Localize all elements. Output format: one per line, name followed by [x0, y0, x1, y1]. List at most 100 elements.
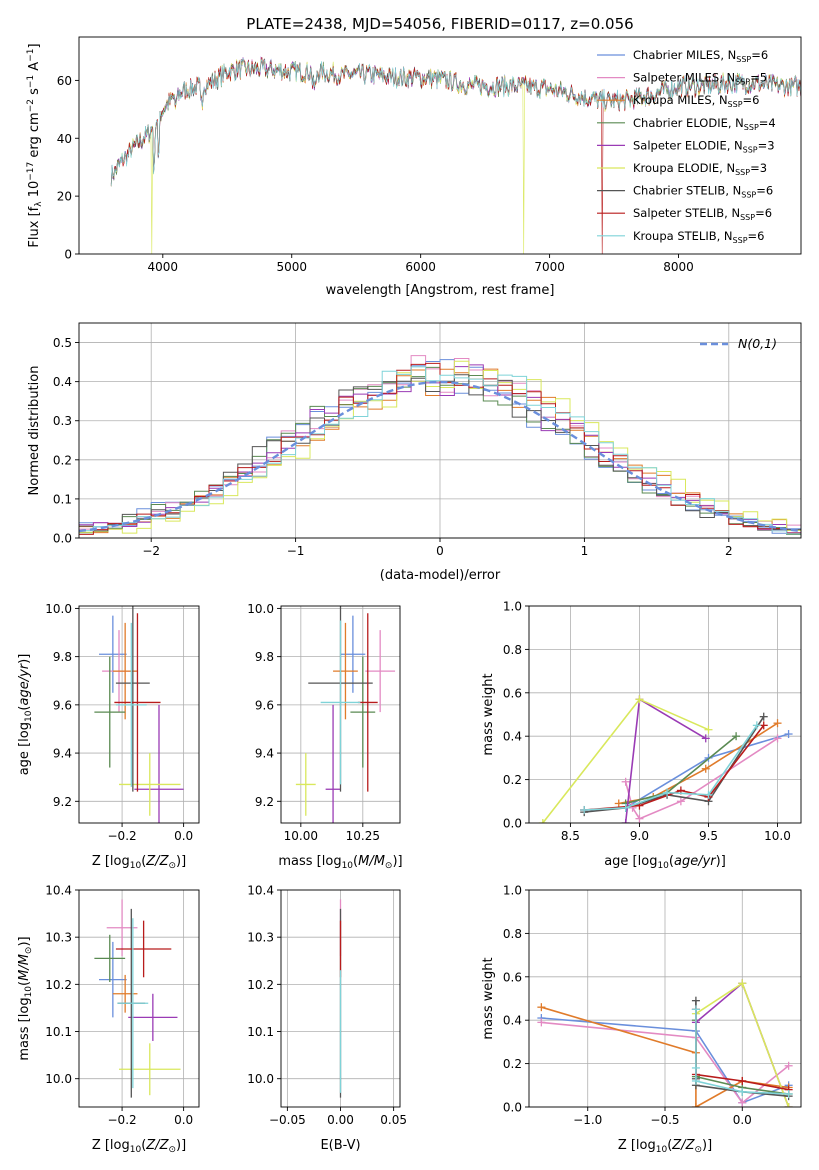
legend-entry: Salpeter MILES, NSSP=5 — [633, 71, 767, 87]
y-tick-label: 0.6 — [503, 970, 522, 984]
x-tick-label: −1.0 — [573, 1113, 602, 1127]
axes-frame — [78, 889, 200, 1108]
y-tick-label: 20 — [57, 190, 72, 204]
x-tick-label: 1 — [581, 544, 589, 558]
x-axis-label: E(B-V) — [320, 1138, 360, 1153]
x-tick-label: 8.5 — [561, 829, 580, 843]
y-tick-label: 9.6 — [255, 698, 274, 712]
mass-weight-vs-metallicity-panel: −1.0 −0.5 0.0 0.0 0.2 0.4 0.6 0.8 1.0 mass weight… — [481, 884, 802, 1155]
axes-frame — [78, 605, 200, 824]
y-tick-label: 10.4 — [247, 884, 274, 898]
y-axis-label: mass [log10(M/M⊙)] — [17, 936, 34, 1060]
spectrum-line — [110, 57, 801, 186]
x-axis-label: (data-model)/error — [380, 568, 501, 583]
x-tick-label: −0.2 — [108, 829, 137, 843]
y-tick-label: 9.2 — [255, 795, 274, 809]
x-axis-label: mass [log10(M/M⊙)] — [278, 854, 402, 871]
x-tick-label: 10.25 — [346, 829, 380, 843]
x-tick-label: −0.05 — [269, 1113, 306, 1127]
x-tick-label: 2 — [725, 544, 733, 558]
y-tick-label: 10.0 — [247, 1072, 274, 1086]
y-tick-label: 0.0 — [503, 817, 522, 831]
x-tick-label: 9.5 — [699, 829, 718, 843]
y-tick-label: 0.0 — [503, 1101, 522, 1115]
x-axis-label: Z [log10(Z/Z⊙)] — [618, 1138, 712, 1155]
legend-entry: Kroupa MILES, NSSP=6 — [633, 93, 759, 109]
y-tick-label: 40 — [57, 132, 72, 146]
x-axis-label: age [log10(age/yr)] — [604, 854, 726, 871]
x-tick-label: 10.0 — [764, 829, 791, 843]
y-tick-label: 0.2 — [503, 1057, 522, 1071]
x-tick-label: −0.5 — [650, 1113, 679, 1127]
y-axis-label: mass weight — [481, 957, 496, 1039]
x-tick-label: −2 — [142, 544, 160, 558]
residual-histogram-panel: −2 −1 0 1 2 0.0 0.1 0.2 0.3 0.4 0.5 (data-model)/er… — [27, 322, 802, 583]
x-tick-label: −0.2 — [108, 1113, 137, 1127]
y-tick-label: 10.2 — [45, 978, 72, 992]
clipped-marks — [295, 606, 396, 823]
x-tick-label: 8000 — [663, 260, 694, 274]
mass-vs-metallicity-panel: −0.2 0.0 10.0 10.1 10.2 10.3 10.4 Z [log10(Z/Z⊙… — [17, 884, 200, 1155]
y-tick-label: 10.4 — [45, 884, 72, 898]
plot-area — [79, 890, 199, 1107]
mass-vs-extinction-panel: −0.05 0.00 0.05 10.0 10.1 10.2 10.3 10.4 E(B-V) — [247, 884, 407, 1154]
y-tick-label: 9.8 — [255, 650, 274, 664]
clipped-marks — [538, 695, 793, 823]
legend-entry: Kroupa STELIB, NSSP=6 — [633, 229, 764, 245]
y-tick-label: 0.4 — [53, 375, 72, 389]
y-tick-label: 10.1 — [247, 1025, 274, 1039]
x-axis-label: Z [log10(Z/Z⊙)] — [92, 854, 186, 871]
legend-entry: Kroupa ELODIE, NSSP=3 — [633, 161, 767, 177]
x-tick-label: 6000 — [405, 260, 436, 274]
plot-area — [79, 606, 199, 823]
y-tick-label: 1.0 — [503, 600, 522, 614]
y-tick-label: 10.2 — [247, 978, 274, 992]
y-tick-label: 9.4 — [255, 747, 274, 761]
y-axis-label: Normed distribution — [27, 366, 42, 496]
y-tick-label: 0.4 — [503, 730, 522, 744]
y-tick-label: 0.1 — [53, 492, 72, 506]
y-tick-label: 10.3 — [247, 931, 274, 945]
y-axis-label: mass weight — [481, 673, 496, 755]
legend-entry: Chabrier ELODIE, NSSP=4 — [633, 116, 776, 132]
x-tick-label: 0.00 — [327, 1113, 354, 1127]
y-tick-label: 0.2 — [53, 453, 72, 467]
axes-frame — [528, 605, 802, 824]
clipped-marks — [537, 979, 793, 1107]
age-vs-mass-panel: 10.00 10.25 9.2 9.4 9.6 9.8 10.0 mass [log10(M/… — [247, 602, 402, 871]
y-axis-label-unit: 10 — [27, 181, 42, 202]
y-axis-label: Flux [fλ 10−17 erg cm−2 s−1 A−1] — [26, 43, 44, 247]
y-tick-label: 0.8 — [503, 643, 522, 657]
legend-entry: Salpeter ELODIE, NSSP=3 — [633, 138, 775, 154]
normal-curve — [79, 380, 801, 533]
x-tick-label: 0.0 — [733, 1113, 752, 1127]
y-tick-label: 0.3 — [53, 414, 72, 428]
x-tick-label: −1 — [287, 544, 305, 558]
clipped-marks — [94, 899, 181, 1098]
y-tick-label: 9.6 — [53, 698, 72, 712]
clipped-marks — [94, 606, 184, 823]
mass-weight-vs-age-panel: 8.5 9.0 9.5 10.0 0.0 0.2 0.4 0.6 0.8 1.0 mass weig… — [481, 600, 802, 871]
x-tick-label: 4000 — [148, 260, 179, 274]
y-tick-label: 60 — [57, 74, 72, 88]
axes-frame — [280, 605, 401, 824]
age-vs-metallicity-panel: −0.2 0.0 9.2 9.4 9.6 9.8 10.0 Z [log10(Z/Z⊙)] ag… — [17, 602, 200, 871]
x-tick-label: 0.0 — [174, 1113, 193, 1127]
spectrum-panel: 4000 5000 6000 7000 8000 0 20 40 60 wavelength [A… — [26, 36, 802, 298]
legend-entry: N(0,1) — [738, 336, 777, 351]
y-axis-label-part: Flux [f — [27, 206, 42, 247]
x-axis-label: Z [log10(Z/Z⊙)] — [92, 1138, 186, 1155]
x-tick-label: 10.00 — [284, 829, 318, 843]
histogram-step — [79, 362, 801, 535]
y-tick-label: 9.8 — [53, 650, 72, 664]
spectrum-legend: Chabrier MILES, NSSP=6 Salpeter MILES, NS… — [597, 48, 776, 245]
y-tick-label: 10.0 — [45, 602, 72, 616]
y-tick-label: 0.0 — [53, 532, 72, 546]
x-tick-label: 0.05 — [380, 1113, 407, 1127]
legend-entry: Chabrier STELIB, NSSP=6 — [633, 184, 773, 200]
y-axis-label: age [log10(age/yr)] — [17, 654, 34, 776]
y-tick-label: 0.6 — [503, 686, 522, 700]
y-tick-label: 1.0 — [503, 884, 522, 898]
figure-title: PLATE=2438, MJD=54056, FIBERID=0117, z=0… — [246, 15, 633, 33]
